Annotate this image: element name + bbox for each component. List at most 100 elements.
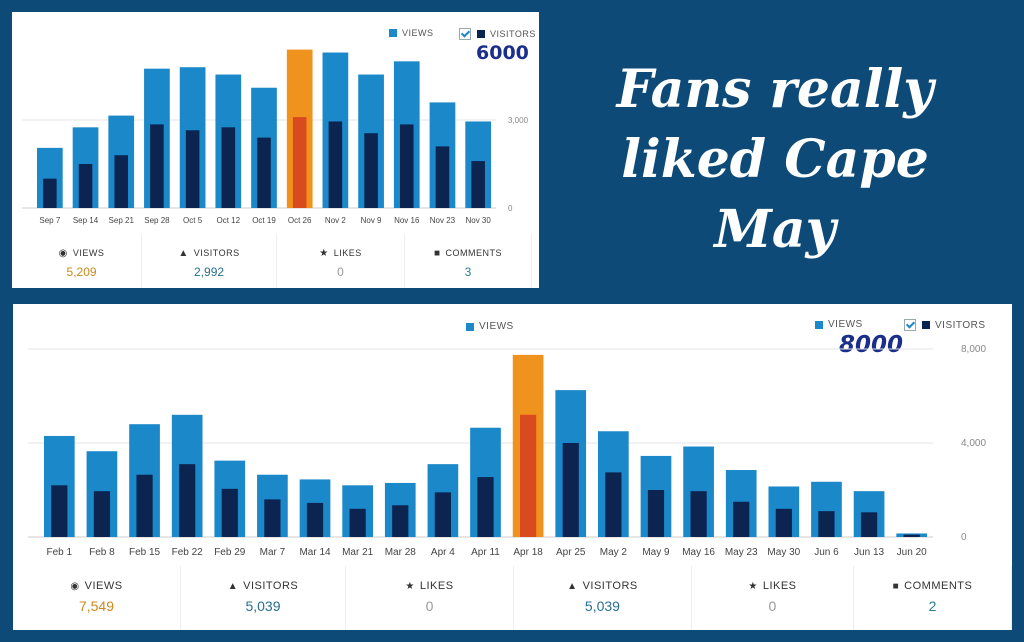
bar-visitors[interactable] xyxy=(471,161,485,208)
stat-likes[interactable]: ★ LIKES 0 xyxy=(692,566,854,630)
stat-label: VIEWS xyxy=(84,580,123,592)
x-tick-label: Nov 30 xyxy=(465,216,491,225)
stat-value: 0 xyxy=(337,265,344,279)
stat-likes[interactable]: ★ LIKES 0 xyxy=(346,566,514,630)
bar-visitors[interactable] xyxy=(349,508,366,537)
bar-visitors[interactable] xyxy=(136,474,153,537)
bar-visitors[interactable] xyxy=(477,477,494,537)
bar-visitors[interactable] xyxy=(364,133,378,208)
bar-visitors[interactable] xyxy=(399,124,414,208)
stat-value: 5,039 xyxy=(245,598,281,614)
stat-value: 5,209 xyxy=(66,265,97,279)
bottom-stats-bar: ◉ VIEWS 7,549 ▲ VISITORS 5,039 ★ LIKES 0 ▲ VISITOR… xyxy=(13,566,1012,630)
x-tick-label: Mar 14 xyxy=(299,547,331,558)
x-tick-label: Oct 26 xyxy=(288,216,312,225)
bar-visitors[interactable] xyxy=(179,464,196,537)
stat-label: LIKES xyxy=(419,580,454,592)
bar-visitors[interactable] xyxy=(306,502,324,537)
views-swatch-icon xyxy=(389,29,397,37)
person-icon: ▲ xyxy=(567,581,578,592)
x-tick-label: Jun 13 xyxy=(854,547,884,558)
bottom-bar-chart: 8,000 4,000 0 Feb 1 Feb 8 Feb 15 Feb 22 Feb 29 M… xyxy=(28,344,986,558)
stat-views[interactable]: ◉ VIEWS 5,209 xyxy=(22,234,143,288)
bar-visitors[interactable] xyxy=(562,443,579,537)
bar-visitors[interactable] xyxy=(392,505,409,537)
bar-visitors[interactable] xyxy=(221,127,236,208)
stat-views[interactable]: ◉ VIEWS 7,549 xyxy=(13,566,181,630)
x-tick-label: Apr 18 xyxy=(513,547,543,558)
y-tick-label: 3,000 xyxy=(508,116,529,125)
stat-visitors[interactable]: ▲ VISITORS 5,039 xyxy=(181,566,346,630)
comment-icon: ■ xyxy=(433,248,441,259)
top-legend-views[interactable]: VIEWS xyxy=(389,28,434,38)
bar-visitors[interactable] xyxy=(690,491,707,537)
stat-visitors[interactable]: ▲ VISITORS 5,039 xyxy=(514,566,692,630)
top-legend-visitors[interactable]: VISITORS xyxy=(459,28,536,40)
bar-visitors[interactable] xyxy=(435,146,450,208)
comment-icon: ■ xyxy=(892,581,900,592)
x-tick-label: Apr 4 xyxy=(431,547,455,558)
stat-label: VISITORS xyxy=(243,580,299,592)
stat-label: LIKES xyxy=(333,248,362,258)
bar-visitors[interactable] xyxy=(292,117,307,208)
visitors-swatch-icon xyxy=(477,30,485,38)
bottom-legend-views-partial: VIEWS xyxy=(466,321,514,332)
bar-visitors[interactable] xyxy=(185,130,200,208)
bar-visitors[interactable] xyxy=(257,137,271,208)
y-tick-label: 0 xyxy=(961,532,967,543)
bottom-legend-visitors[interactable]: VISITORS xyxy=(904,319,986,331)
x-tick-label: Nov 9 xyxy=(361,216,382,225)
x-tick-label: Oct 5 xyxy=(183,216,203,225)
star-icon: ★ xyxy=(405,581,415,592)
x-tick-label: May 23 xyxy=(725,547,758,558)
bar-visitors[interactable] xyxy=(93,491,111,537)
x-tick-label: Mar 21 xyxy=(342,547,374,558)
x-tick-label: Mar 7 xyxy=(260,547,286,558)
bar-visitors[interactable] xyxy=(51,485,68,537)
bar-visitors[interactable] xyxy=(520,414,537,537)
bar-visitors[interactable] xyxy=(903,534,920,537)
bar-visitors[interactable] xyxy=(647,490,665,537)
bar-visitors[interactable] xyxy=(605,472,622,537)
checkbox-checked-icon[interactable] xyxy=(459,28,471,40)
bottom-legend-views[interactable]: VIEWS xyxy=(815,319,863,330)
x-tick-label: Feb 29 xyxy=(214,547,246,558)
x-tick-label: Sep 14 xyxy=(73,216,99,225)
bar-visitors[interactable] xyxy=(733,501,750,537)
x-tick-label: Apr 25 xyxy=(556,547,586,558)
bottom-chart-panel: VIEWS VIEWS VISITORS 8000 8,000 4,000 0 Feb… xyxy=(13,304,1012,630)
bar-visitors[interactable] xyxy=(114,155,129,208)
star-icon: ★ xyxy=(319,248,329,259)
bar-visitors[interactable] xyxy=(775,508,792,537)
bar-visitors[interactable] xyxy=(328,121,343,208)
bar-visitors[interactable] xyxy=(78,164,93,208)
stat-visitors[interactable]: ▲ VISITORS 2,992 xyxy=(142,234,277,288)
top-chart-panel: VIEWS VISITORS 6000 3,000 0 Sep 7 Sep 14 Sep… xyxy=(12,12,539,288)
tagline-line-2: liked Cape May xyxy=(621,129,929,260)
stat-label: VISITORS xyxy=(193,248,240,258)
bar-visitors[interactable] xyxy=(434,492,451,537)
x-tick-label: Feb 1 xyxy=(47,547,73,558)
bar-visitors[interactable] xyxy=(221,488,238,537)
stat-label: LIKES xyxy=(762,580,797,592)
stat-label: VISITORS xyxy=(582,580,638,592)
tagline: Fans really liked Cape May xyxy=(555,55,995,265)
stat-label: COMMENTS xyxy=(445,248,503,258)
views-swatch-icon xyxy=(815,320,823,329)
stat-comments[interactable]: ■ COMMENTS 3 xyxy=(405,234,532,288)
bar-visitors[interactable] xyxy=(860,512,878,537)
stat-value: 2,992 xyxy=(194,265,225,279)
checkbox-checked-icon[interactable] xyxy=(904,319,916,331)
tagline-line-1: Fans really xyxy=(616,59,934,120)
star-icon: ★ xyxy=(748,581,758,592)
bar-visitors[interactable] xyxy=(150,124,164,208)
bar-visitors[interactable] xyxy=(818,511,835,537)
x-tick-label: Oct 12 xyxy=(217,216,241,225)
bar-visitors[interactable] xyxy=(264,499,281,537)
eye-icon: ◉ xyxy=(58,248,68,259)
stat-comments[interactable]: ■ COMMENTS 2 xyxy=(854,566,1012,630)
top-bar-chart: 3,000 0 Sep 7 Sep 14 Sep 21 Sep 28 Oct 5 Oct 12… xyxy=(22,49,529,225)
stat-likes[interactable]: ★ LIKES 0 xyxy=(277,234,405,288)
x-tick-label: Feb 15 xyxy=(129,547,161,558)
bar-visitors[interactable] xyxy=(43,178,57,208)
